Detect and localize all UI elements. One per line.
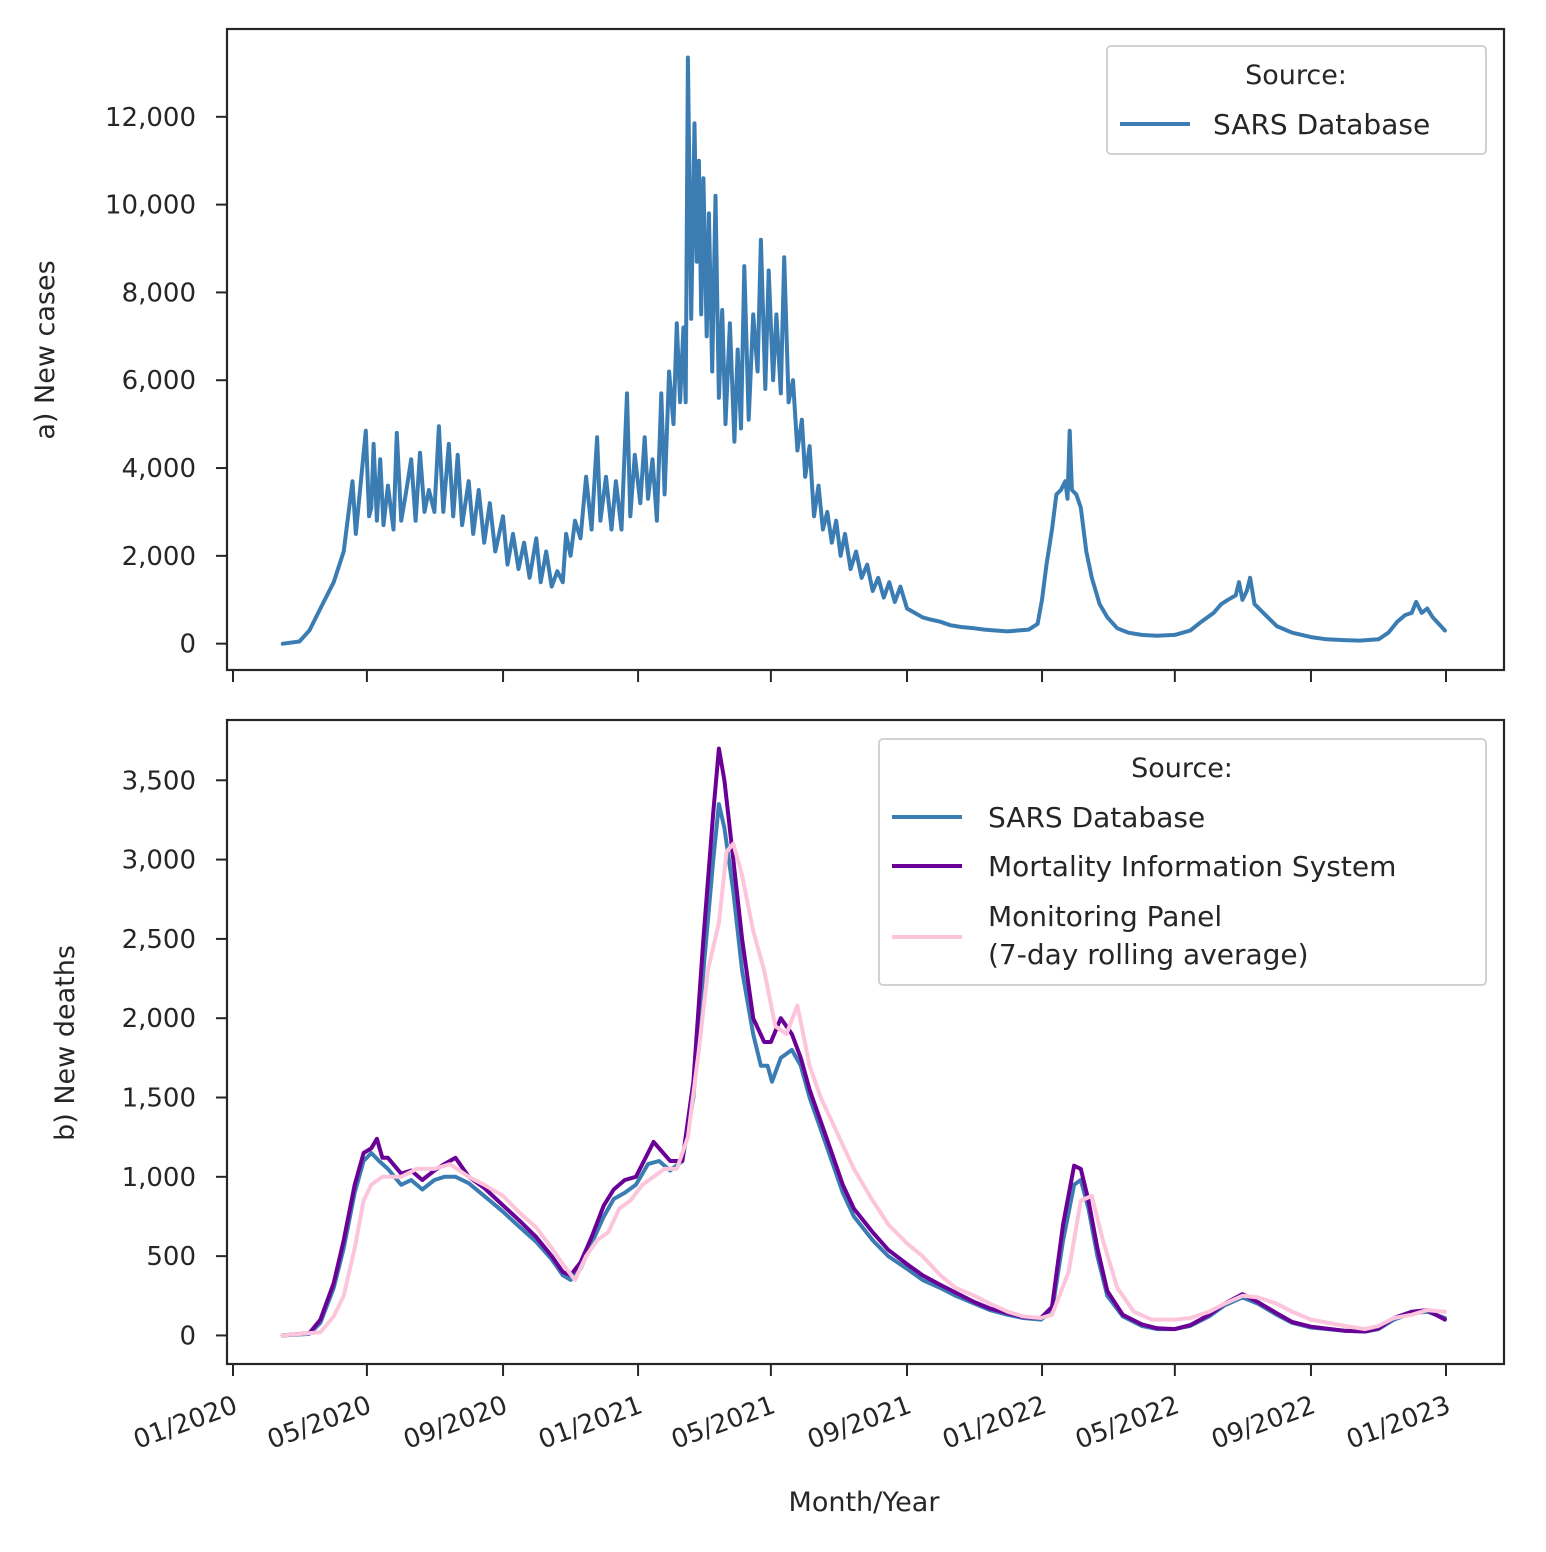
y-tick-label: 1,500 bbox=[122, 1084, 196, 1114]
y-tick-label: 4,000 bbox=[122, 454, 196, 484]
x-tick-label: 05/2020 bbox=[264, 1390, 376, 1455]
x-axis-ticks-deaths: 01/2020 05/2020 09/2020 01/2021 05/2021 09/20… bbox=[130, 1364, 1455, 1456]
y-axis-ticks-deaths: 0 500 1,000 1,500 2,000 2,500 3,000 3,500 bbox=[122, 766, 227, 1351]
legend-label-monitoring-panel: Monitoring Panel bbox=[988, 900, 1222, 933]
y-axis-label-deaths: b) New deaths bbox=[50, 945, 81, 1141]
y-tick-label: 10,000 bbox=[105, 191, 196, 221]
y-tick-label: 12,000 bbox=[105, 103, 196, 133]
x-tick-label: 05/2021 bbox=[668, 1390, 780, 1455]
y-tick-label: 2,500 bbox=[122, 925, 196, 955]
y-tick-label: 2,000 bbox=[122, 1004, 196, 1034]
legend-title-cases: Source: bbox=[1245, 60, 1347, 91]
y-tick-label: 1,000 bbox=[122, 1163, 196, 1193]
legend-label-sars-database: SARS Database bbox=[1213, 108, 1430, 141]
x-tick-label: 01/2020 bbox=[130, 1390, 242, 1455]
y-tick-label: 6,000 bbox=[122, 366, 196, 396]
y-axis-ticks-cases: 0 2,000 4,000 6,000 8,000 10,000 12,000 bbox=[105, 103, 227, 660]
x-tick-label: 09/2021 bbox=[804, 1390, 916, 1455]
legend-cases: Source: SARS Database bbox=[1106, 45, 1487, 155]
x-axis-ticks-cases bbox=[232, 670, 1447, 682]
series-layer-cases bbox=[280, 55, 1447, 646]
plot-area-frame-cases bbox=[225, 27, 1506, 672]
x-tick-label: 05/2022 bbox=[1071, 1390, 1183, 1455]
series-layer-deaths bbox=[280, 746, 1447, 1338]
y-tick-label: 500 bbox=[146, 1242, 196, 1272]
x-axis-label: Month/Year bbox=[789, 1487, 941, 1518]
legend-title-deaths: Source: bbox=[1131, 753, 1233, 784]
legend-label-sars-database: SARS Database bbox=[988, 801, 1205, 834]
x-tick-label: 01/2021 bbox=[535, 1390, 647, 1455]
series-line-sars-database bbox=[280, 55, 1447, 646]
legend-label-monitoring-panel-subtitle: (7-day rolling average) bbox=[988, 938, 1309, 971]
legend-label-mortality-information-system: Mortality Information System bbox=[988, 850, 1396, 883]
legend-deaths: Source: SARS Database Mortality Informat… bbox=[878, 738, 1487, 986]
x-tick-label: 01/2023 bbox=[1343, 1390, 1455, 1455]
x-tick-label: 09/2022 bbox=[1208, 1390, 1320, 1455]
panel-new-deaths: 0 500 1,000 1,500 2,000 2,500 3,000 3,500 01/20… bbox=[50, 718, 1506, 1456]
y-tick-label: 3,000 bbox=[122, 846, 196, 876]
y-tick-label: 0 bbox=[179, 630, 196, 660]
plot-area-frame-deaths bbox=[225, 718, 1506, 1366]
y-axis-label-cases: a) New cases bbox=[30, 260, 61, 439]
y-tick-label: 3,500 bbox=[122, 766, 196, 796]
y-tick-label: 2,000 bbox=[122, 542, 196, 572]
x-tick-label: 09/2020 bbox=[400, 1390, 512, 1455]
panel-new-cases: 0 2,000 4,000 6,000 8,000 10,000 12,000 a) New… bbox=[30, 27, 1506, 682]
y-tick-label: 8,000 bbox=[122, 278, 196, 308]
series-line-monitoring-panel bbox=[280, 841, 1447, 1338]
x-tick-label: 01/2022 bbox=[939, 1390, 1051, 1455]
y-tick-label: 0 bbox=[179, 1321, 196, 1351]
